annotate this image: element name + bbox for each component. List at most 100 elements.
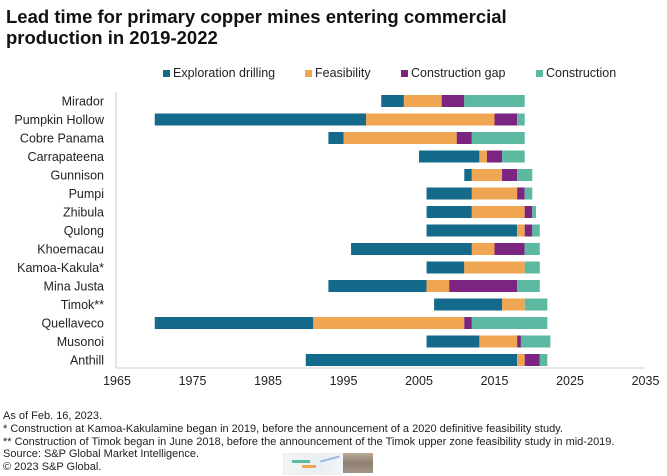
- category-labels: Mirador Pumpkin Hollow Cobre Panama Carrapa…: [14, 95, 105, 368]
- legend-label: Exploration drilling: [173, 66, 276, 80]
- bar-segment-exploration-drilling-cobre-panama: [328, 132, 344, 144]
- bar-segment-construction-mirador: [464, 95, 525, 107]
- legend-label: Feasibility: [315, 66, 371, 80]
- bar-segment-exploration-drilling-musonoi: [426, 335, 480, 348]
- bar-segment-exploration-drilling-gunnison: [464, 169, 472, 181]
- legend: Exploration drilling Feasibility Constru…: [0, 66, 667, 82]
- bar-segment-construction-gap-qulong: [524, 224, 533, 237]
- bar-segment-feasibility-pumpkin-hollow: [366, 113, 495, 126]
- as-of-date: As of Feb. 16, 2023.: [3, 410, 103, 422]
- bar-segment-feasibility-cobre-panama: [343, 132, 457, 144]
- bar-segment-exploration-drilling-anthill: [305, 354, 518, 366]
- footer: As of Feb. 16, 2023. * Construction at K…: [3, 410, 614, 474]
- bar-segment-exploration-drilling-zhibula: [426, 206, 472, 218]
- bar-segment-construction-kamoa-kakula: [524, 261, 540, 274]
- bar-segment-construction-carrapateena: [502, 150, 525, 163]
- legend-item-exploration-drilling: Exploration drilling: [163, 66, 275, 80]
- bar-segment-construction-gap-anthill: [524, 354, 540, 366]
- bar-segment-feasibility-timok: [502, 298, 525, 311]
- legend-label: Construction gap: [411, 66, 506, 80]
- bar-segment-construction-pumpkin-hollow: [517, 113, 525, 126]
- bar-segment-construction-musonoi: [520, 335, 551, 348]
- bar-segment-construction-gap-pumpkin-hollow: [494, 113, 518, 126]
- bar-segment-construction-gap-carrapateena: [486, 150, 503, 163]
- category-label: Gunnison: [50, 169, 104, 183]
- bar-segment-exploration-drilling-carrapateena: [419, 150, 480, 163]
- category-label: Timok**: [61, 298, 104, 312]
- category-label: Khoemacau: [37, 243, 104, 257]
- x-tick-label: 2035: [632, 374, 660, 388]
- bar-segment-construction-gunnison: [517, 169, 533, 181]
- x-tick-label: 2025: [556, 374, 584, 388]
- footnote-kamoa-kakula: * Construction at Kamoa-Kakulamine began…: [3, 422, 563, 435]
- bar-segment-feasibility-anthill: [517, 354, 525, 366]
- legend-swatch: [401, 69, 408, 77]
- bar-segment-construction-quellaveco: [471, 317, 548, 329]
- category-label: Musonoi: [57, 335, 104, 349]
- bar-segment-feasibility-quellaveco: [313, 317, 465, 329]
- legend-swatch: [163, 69, 170, 77]
- bar-segment-feasibility-mirador: [403, 95, 442, 107]
- bar-segment-exploration-drilling-mirador: [381, 95, 404, 107]
- bar-segment-construction-gap-mirador: [441, 95, 465, 107]
- category-label: Pumpi: [69, 187, 104, 201]
- bar-segment-feasibility-kamoa-kakula: [464, 261, 525, 274]
- bar-segment-exploration-drilling-pumpi: [426, 187, 472, 200]
- category-label: Quellaveco: [41, 317, 104, 331]
- bar-segment-feasibility-khoemacau: [471, 243, 495, 255]
- legend-item-construction: Construction: [536, 66, 616, 80]
- bar-segment-construction-cobre-panama: [471, 132, 525, 144]
- bar-segment-construction-gap-pumpi: [517, 187, 525, 200]
- copyright: © 2023 S&P Global.: [3, 461, 102, 474]
- category-label: Mirador: [62, 95, 104, 109]
- bar-segment-feasibility-qulong: [517, 224, 525, 237]
- bar-segment-exploration-drilling-pumpkin-hollow: [154, 113, 367, 126]
- bar-segment-feasibility-pumpi: [471, 187, 518, 200]
- bar-segment-exploration-drilling-timok: [434, 298, 503, 311]
- category-label: Mina Justa: [44, 280, 104, 294]
- bar-segment-feasibility-zhibula: [471, 206, 525, 218]
- bar-segment-feasibility-gunnison: [471, 169, 503, 181]
- category-label: Cobre Panama: [20, 132, 104, 146]
- bar-segment-construction-mina-justa: [517, 280, 540, 292]
- thumbnail-mark: [292, 460, 310, 463]
- x-tick-label: 1995: [330, 374, 358, 388]
- bar-segment-exploration-drilling-quellaveco: [154, 317, 314, 329]
- footnote-timok: ** Construction of Timok began in June 2…: [3, 435, 615, 448]
- bar-segment-exploration-drilling-khoemacau: [351, 243, 472, 255]
- category-label: Carrapateena: [28, 150, 104, 164]
- legend-item-feasibility: Feasibility: [305, 66, 371, 80]
- thumbnail-chart-image: [283, 453, 345, 475]
- bar-segment-construction-gap-mina-justa: [449, 280, 518, 292]
- source-note: Source: S&P Global Market Intelligence.: [3, 448, 200, 461]
- bar-segment-construction-gap-quellaveco: [464, 317, 472, 329]
- bar-segment-construction-zhibula: [532, 206, 537, 218]
- bar-segment-construction-anthill: [539, 354, 548, 366]
- bar-segment-construction-pumpi: [524, 187, 533, 200]
- bar-segment-feasibility-mina-justa: [426, 280, 450, 292]
- legend-label: Construction: [546, 66, 617, 80]
- category-label: Kamoa-Kakula*: [17, 261, 104, 275]
- category-label: Pumpkin Hollow: [14, 113, 105, 127]
- bar-segment-feasibility-carrapateena: [479, 150, 487, 163]
- x-tick-label: 2015: [481, 374, 509, 388]
- bar-segment-construction-khoemacau: [524, 243, 540, 255]
- category-label: Zhibula: [63, 206, 104, 220]
- x-tick-label: 1985: [254, 374, 282, 388]
- bar-segment-exploration-drilling-kamoa-kakula: [426, 261, 465, 274]
- category-label: Anthill: [70, 354, 104, 368]
- x-tick-label: 1965: [103, 374, 131, 388]
- thumbnail-photo-image: [343, 453, 373, 473]
- x-tick-label: 1975: [179, 374, 207, 388]
- bar-segment-construction-gap-musonoi: [517, 335, 521, 348]
- legend-item-construction-gap: Construction gap: [401, 66, 506, 80]
- bar-segment-construction-gap-gunnison: [502, 169, 518, 181]
- bar-segment-exploration-drilling-mina-justa: [328, 280, 427, 292]
- x-tick-labels: 1965 1975 1985 1995 2005 2015 2025 2035: [103, 374, 659, 388]
- bar-segment-construction-gap-khoemacau: [494, 243, 525, 255]
- bar-segment-construction-qulong: [532, 224, 540, 237]
- thumbnail-mark: [320, 455, 340, 463]
- legend-swatch: [536, 69, 543, 77]
- bars-group: [154, 95, 551, 366]
- stacked-bar-chart: Mirador Pumpkin Hollow Cobre Panama Carrapa…: [14, 92, 659, 388]
